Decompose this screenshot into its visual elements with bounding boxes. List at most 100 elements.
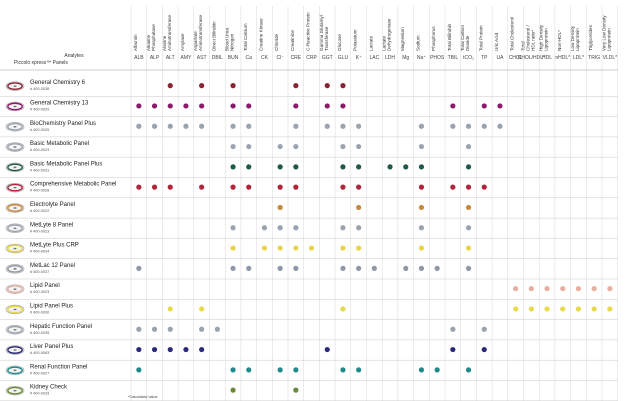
panel-catalog-number: # 400-0022: [30, 209, 49, 213]
footnote: *Calculated value: [128, 395, 158, 399]
included-analyte-dot: [356, 204, 362, 211]
analyte-abbreviation: GGT: [322, 55, 333, 61]
included-analyte-dot: [230, 123, 236, 129]
analyte-full-name: Dehydrogenase: [387, 18, 392, 51]
panel-row[interactable]: Lipid Panel Plus# 400-0030: [5, 303, 613, 314]
rotor-disc-icon: [5, 101, 25, 112]
panel-row[interactable]: Renal Function Panel# 400-0027: [5, 364, 472, 376]
included-analyte-dot: [136, 265, 142, 271]
included-analyte-dot: [230, 367, 236, 373]
included-analyte-dot: [403, 265, 409, 271]
included-analyte-dot: [230, 387, 236, 393]
panel-catalog-number: # 400-0027: [30, 371, 49, 375]
analyte-full-name: Gamma Glutamyl: [319, 15, 324, 51]
panel-row[interactable]: Basic Metabolic Panel# 400-0024: [5, 141, 472, 152]
analyte-abbreviation: CRP: [306, 55, 317, 61]
included-analyte-dot: [277, 184, 283, 190]
panel-catalog-number: # 400-0037: [30, 270, 49, 274]
analyte-abbreviation: AST: [197, 55, 207, 61]
rotor-disc-icon: [5, 385, 25, 396]
included-analyte-dot: [528, 286, 534, 292]
analyte-full-name: Phosphatase: [151, 24, 156, 51]
panel-row[interactable]: Basic Metabolic Panel Plus# 400-0031: [5, 161, 472, 172]
included-analyte-dot: [418, 265, 425, 271]
panel-row[interactable]: Liver Panel Plus# 400-0063: [5, 344, 487, 355]
analyte-abbreviation: BUN: [228, 55, 239, 61]
panel-row[interactable]: Electrolyte Panel# 400-0022: [5, 202, 472, 213]
analyte-abbreviation: ALB: [134, 55, 144, 61]
panel-row[interactable]: Comprehensive Metabolic Panel# 400-0028: [5, 182, 487, 193]
analyte-abbreviation: Na⁺: [417, 55, 426, 61]
analyte-full-name: Lactate: [368, 35, 373, 51]
panel-name: Lipid Panel: [30, 283, 60, 289]
analyte-abbreviation: Cl⁻: [276, 55, 284, 61]
included-analyte-dot: [575, 286, 582, 292]
included-analyte-dot: [356, 265, 362, 271]
panel-row[interactable]: MetLyte Plus CRP# 400-0034: [5, 243, 472, 254]
included-analyte-dot: [151, 326, 158, 332]
analyte-full-name: Lipoprotein: [544, 28, 549, 51]
analyte-abbreviation: TRIG: [588, 55, 600, 61]
analyte-full-name: Aspartate: [193, 31, 198, 51]
panel-row[interactable]: General Chemistry 6# 400-0036: [5, 80, 346, 91]
included-analyte-dot: [450, 326, 456, 332]
rotor-disc-icon: [5, 325, 25, 335]
analyte-abbreviation: PHOS: [430, 55, 445, 61]
included-analyte-dot: [356, 225, 362, 231]
analyte-full-name: Blood Urea: [225, 28, 230, 51]
included-analyte-dot: [277, 204, 283, 211]
analyte-full-name: Direct Bilirubin: [211, 21, 216, 51]
included-analyte-dot: [293, 387, 299, 393]
rotor-disc-icon: [5, 365, 25, 376]
analyte-full-name: Aminotransferase: [198, 15, 203, 51]
included-analyte-dot: [560, 286, 566, 292]
included-analyte-dot: [481, 326, 487, 332]
included-analyte-dot: [183, 346, 189, 353]
included-analyte-dot: [544, 286, 550, 292]
panel-name: Kidney Check: [30, 385, 68, 391]
included-analyte-dot: [591, 306, 597, 312]
included-analyte-dot: [434, 265, 440, 271]
panel-row[interactable]: MetLac 12 Panel# 400-0037: [5, 263, 472, 274]
panel-row[interactable]: Lipid Panel# 400-0023: [5, 283, 613, 294]
included-analyte-dot: [418, 204, 425, 211]
table-title: Piccolo xpress™ Panels: [14, 60, 68, 66]
included-analyte-dot: [481, 346, 487, 353]
analyte-abbreviation: LDL*: [573, 55, 584, 61]
included-analyte-dot: [450, 123, 456, 129]
included-analyte-dot: [293, 123, 299, 129]
included-analyte-dot: [340, 225, 346, 231]
included-analyte-dot: [167, 346, 173, 353]
included-analyte-dot: [560, 306, 566, 312]
included-analyte-dot: [340, 83, 346, 89]
panel-name: General Chemistry 6: [30, 80, 86, 86]
included-analyte-dot: [293, 103, 299, 109]
rotor-disc-icon: [5, 284, 25, 294]
analyte-full-name: Potassium: [353, 29, 358, 51]
panel-row[interactable]: BioChemistry Panel Plus# 400-0025: [5, 121, 503, 132]
analyte-full-name: Nitrogen: [230, 33, 235, 51]
included-analyte-dot: [418, 184, 425, 190]
analyte-abbreviation: TBIL: [448, 55, 459, 61]
analyte-full-name: Lipoprotein: [606, 28, 611, 51]
included-analyte-dot: [340, 184, 346, 190]
included-analyte-dot: [465, 225, 472, 231]
panel-row[interactable]: MetLyte 8 Panel# 400-0023: [5, 222, 472, 233]
included-analyte-dot: [261, 225, 268, 231]
included-analyte-dot: [293, 184, 299, 190]
analyte-full-name: Albumin: [133, 34, 138, 51]
analyte-abbreviation: ALP: [150, 55, 160, 61]
analyte-abbreviation: nHDL*: [555, 55, 570, 61]
rotor-disc-icon: [5, 264, 25, 274]
included-analyte-dot: [356, 123, 362, 129]
panel-row[interactable]: General Chemistry 13# 400-0029: [5, 100, 503, 112]
panel-row[interactable]: Kidney Check# 400-0033: [5, 385, 299, 396]
included-analyte-dot: [513, 286, 519, 292]
included-analyte-dot: [136, 367, 142, 373]
included-analyte-dot: [465, 123, 472, 129]
panel-row[interactable]: Hepatic Function Panel# 400-0035: [5, 324, 487, 335]
included-analyte-dot: [418, 143, 425, 150]
included-analyte-dot: [293, 225, 299, 231]
included-analyte-dot: [167, 184, 173, 190]
